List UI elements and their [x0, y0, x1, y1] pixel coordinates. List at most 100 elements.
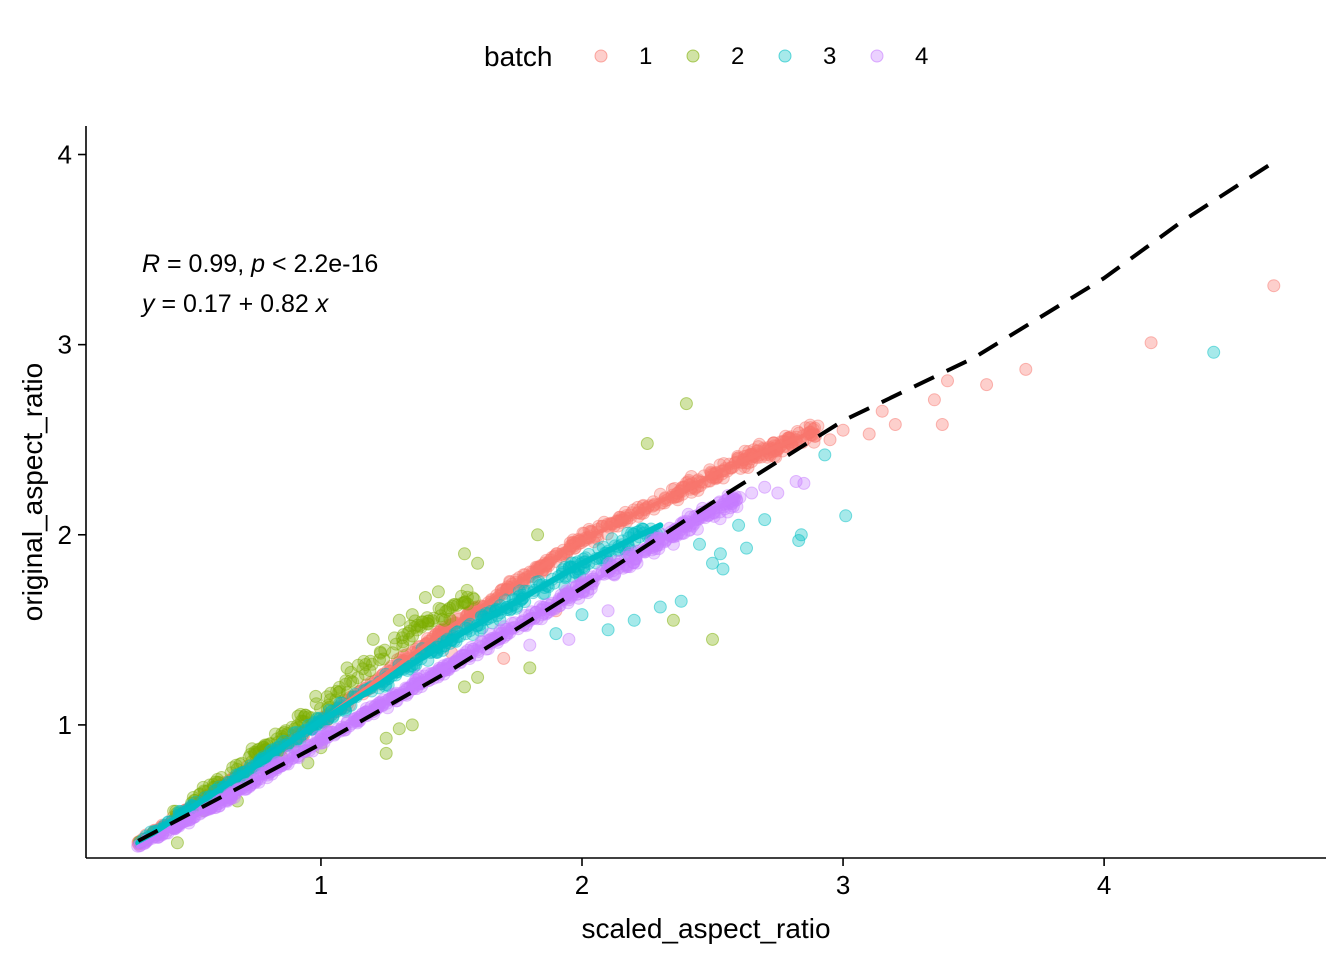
data-point	[242, 750, 256, 764]
data-point	[690, 522, 704, 536]
data-point	[789, 475, 803, 488]
data-point	[413, 619, 427, 633]
data-point	[309, 689, 323, 703]
r-symbol: R	[142, 250, 160, 278]
series-2	[133, 397, 719, 850]
data-point	[323, 693, 337, 707]
data-point	[314, 702, 327, 715]
data-point	[333, 685, 347, 699]
data-point	[422, 614, 436, 628]
data-point	[447, 598, 460, 612]
x-tick-label: 3	[836, 870, 850, 900]
data-point	[170, 836, 184, 850]
data-point	[253, 742, 266, 756]
data-point	[941, 374, 954, 388]
data-point	[299, 708, 313, 722]
data-point	[601, 623, 615, 637]
data-point	[471, 556, 485, 570]
data-point	[862, 427, 876, 441]
data-point	[679, 397, 693, 411]
data-point	[410, 623, 424, 637]
data-point	[403, 624, 416, 638]
data-point	[653, 600, 667, 614]
data-point	[823, 433, 837, 447]
data-point	[275, 730, 289, 743]
data-point	[792, 534, 806, 547]
data-point	[458, 595, 472, 609]
x-tick-label: 1	[314, 870, 328, 900]
data-point	[416, 615, 430, 629]
y-axis-title: original_aspect_ratio	[17, 363, 48, 621]
legend-key-2	[686, 49, 700, 63]
data-point	[457, 596, 471, 610]
data-point	[339, 677, 353, 691]
data-point	[443, 601, 457, 615]
data-point	[575, 608, 589, 622]
data-point	[392, 613, 406, 627]
data-point	[294, 707, 308, 721]
data-point	[471, 670, 485, 684]
data-point	[758, 480, 772, 494]
data-point	[324, 686, 338, 700]
plot-area	[131, 160, 1281, 853]
data-point	[456, 596, 469, 610]
data-point	[301, 710, 315, 724]
data-point	[374, 646, 388, 660]
data-point	[713, 512, 727, 526]
data-point	[411, 618, 424, 632]
data-point	[888, 418, 902, 431]
data-point	[745, 486, 759, 500]
data-point	[666, 537, 680, 551]
data-point	[601, 604, 615, 618]
y-tick-label: 1	[58, 710, 72, 740]
regression-line	[137, 160, 1275, 843]
y-tick-label: 4	[58, 140, 72, 170]
data-point	[401, 626, 415, 640]
legend: batch 1 2 3 4	[484, 41, 928, 72]
data-point	[396, 635, 410, 649]
x-ticks: 1 2 3 4	[314, 858, 1111, 900]
data-point	[392, 722, 406, 736]
data-point	[681, 507, 695, 521]
data-point	[640, 437, 654, 450]
data-point	[322, 698, 335, 712]
data-point	[1207, 345, 1221, 359]
data-point	[420, 611, 434, 625]
series-3	[133, 345, 1221, 849]
data-point	[275, 727, 289, 741]
data-point	[378, 643, 392, 657]
data-point	[405, 718, 419, 732]
p-symbol: p	[250, 250, 265, 278]
data-point	[674, 594, 688, 608]
trend-layer	[135, 428, 819, 849]
legend-key-1	[594, 49, 608, 63]
data-point	[461, 597, 475, 611]
data-point	[605, 532, 619, 546]
data-point	[408, 620, 422, 634]
legend-label-3: 3	[823, 43, 836, 70]
data-point	[666, 613, 680, 627]
x-tick-label: 4	[1097, 870, 1111, 900]
data-point	[402, 632, 416, 646]
points-layer	[131, 279, 1281, 853]
data-point	[329, 693, 343, 707]
data-point	[438, 613, 452, 627]
data-point	[264, 737, 278, 751]
data-point	[252, 745, 266, 759]
data-point	[339, 674, 353, 688]
data-point	[426, 614, 440, 628]
data-point	[203, 778, 217, 792]
regression-equation: y = 0.17 + 0.82 x	[140, 290, 330, 318]
data-point	[251, 743, 265, 757]
data-point	[523, 638, 537, 652]
data-point	[445, 646, 458, 660]
data-point	[278, 725, 292, 739]
data-point	[752, 437, 766, 451]
data-point	[260, 738, 274, 752]
data-point	[738, 444, 752, 458]
data-point	[389, 637, 403, 651]
data-point	[1267, 279, 1281, 293]
data-point	[740, 541, 753, 555]
data-point	[288, 722, 302, 736]
data-point	[497, 651, 511, 665]
